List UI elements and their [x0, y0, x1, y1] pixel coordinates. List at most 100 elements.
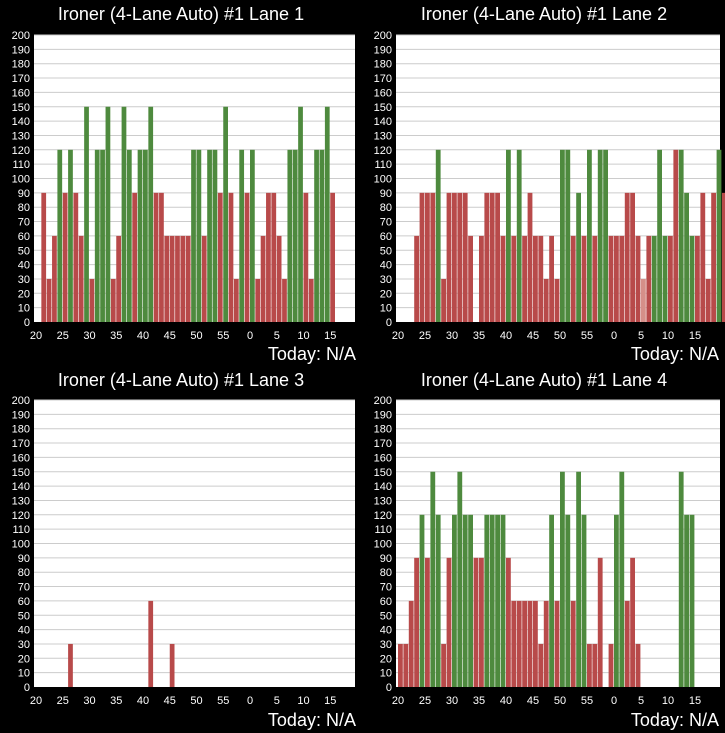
x-tick-label: 45 [164, 695, 176, 707]
today-value: N/A [325, 710, 356, 730]
today-status: Today: N/A [631, 709, 719, 731]
bar [430, 471, 436, 687]
bar [592, 643, 598, 687]
today-label: Today: [267, 344, 321, 364]
y-tick-label: 0 [24, 682, 30, 694]
y-tick-label: 130 [374, 130, 392, 142]
bar [662, 235, 668, 322]
x-tick-label: 25 [57, 695, 69, 707]
bar [716, 149, 722, 322]
y-tick-label: 80 [380, 567, 392, 579]
x-tick-label: 25 [419, 695, 431, 707]
bar [126, 149, 132, 322]
chart-panel-lane-2: 0 10 20 30 40 50 60 70 80 90 100 110 120 130 140 150 160… [363, 0, 725, 366]
y-tick-label: 10 [380, 303, 392, 315]
y-tick-label: 170 [374, 73, 392, 85]
y-tick-label: 60 [18, 231, 30, 243]
y-tick-label: 150 [374, 102, 392, 114]
bar [722, 192, 725, 322]
y-tick-label: 190 [12, 44, 30, 56]
y-tick-label: 160 [374, 87, 392, 99]
y-tick-label: 50 [380, 245, 392, 257]
bar [89, 278, 95, 322]
bar [419, 514, 425, 687]
bar [105, 106, 111, 322]
y-tick-label: 30 [18, 274, 30, 286]
y-tick-label: 160 [374, 452, 392, 464]
bar [651, 235, 657, 322]
bar [468, 235, 473, 322]
y-tick-label: 130 [12, 130, 30, 142]
x-tick-label: 35 [110, 330, 122, 342]
y-tick-label: 80 [18, 202, 30, 214]
y-tick-label: 180 [12, 424, 30, 436]
bar [506, 149, 511, 322]
x-tick-label: 30 [83, 695, 95, 707]
y-tick-label: 200 [374, 395, 392, 407]
x-tick-label: 40 [137, 695, 149, 707]
x-tick-label: 55 [217, 695, 229, 707]
bar [441, 643, 446, 687]
y-tick-label: 190 [374, 44, 392, 56]
bar [425, 557, 430, 687]
bar [452, 192, 457, 322]
bar [132, 192, 138, 322]
today-status: Today: N/A [268, 709, 356, 731]
bar [159, 192, 164, 322]
y-tick-label: 80 [380, 202, 392, 214]
x-tick-label: 35 [473, 330, 485, 342]
bar [700, 192, 706, 322]
y-tick-label: 140 [374, 481, 392, 493]
bar [489, 514, 495, 687]
bar [473, 557, 479, 687]
bar [137, 149, 143, 322]
y-tick-label: 160 [12, 452, 30, 464]
x-tick-label: 50 [190, 330, 202, 342]
bar [457, 471, 463, 687]
bar [533, 235, 538, 322]
bar [554, 600, 560, 687]
bar [587, 149, 592, 322]
bar [668, 235, 673, 322]
bar [619, 471, 625, 687]
y-tick-label: 190 [12, 409, 30, 421]
bar [597, 149, 603, 322]
bar [228, 192, 234, 322]
bar [538, 643, 544, 687]
bar [484, 192, 490, 322]
bar [462, 514, 468, 687]
today-value: N/A [325, 344, 356, 364]
x-tick-label: 45 [164, 330, 176, 342]
y-tick-label: 150 [374, 467, 392, 479]
y-tick-label: 180 [374, 59, 392, 71]
bar [479, 557, 484, 687]
bar [495, 514, 500, 687]
x-tick-label: 50 [190, 695, 202, 707]
y-tick-label: 100 [374, 539, 392, 551]
bar [500, 514, 506, 687]
x-tick-label: 45 [527, 330, 539, 342]
y-tick-label: 10 [18, 303, 30, 315]
x-tick-label: 35 [473, 695, 485, 707]
x-tick-label: 45 [527, 695, 539, 707]
bar [570, 600, 576, 687]
bar [500, 235, 506, 322]
bar [570, 235, 576, 322]
x-tick-label: 25 [57, 330, 69, 342]
bar [457, 192, 463, 322]
bar [635, 643, 641, 687]
bar [180, 235, 186, 322]
bar [511, 235, 517, 322]
y-tick-label: 100 [12, 539, 30, 551]
bar [94, 149, 100, 322]
x-tick-label: 5 [638, 330, 644, 342]
y-tick-label: 30 [380, 639, 392, 651]
bar [689, 514, 695, 687]
bar [73, 192, 79, 322]
bar [116, 235, 121, 322]
bar [41, 192, 47, 322]
y-tick-label: 150 [12, 467, 30, 479]
y-tick-label: 120 [12, 145, 30, 157]
bar [414, 235, 419, 322]
y-tick-label: 90 [18, 553, 30, 565]
